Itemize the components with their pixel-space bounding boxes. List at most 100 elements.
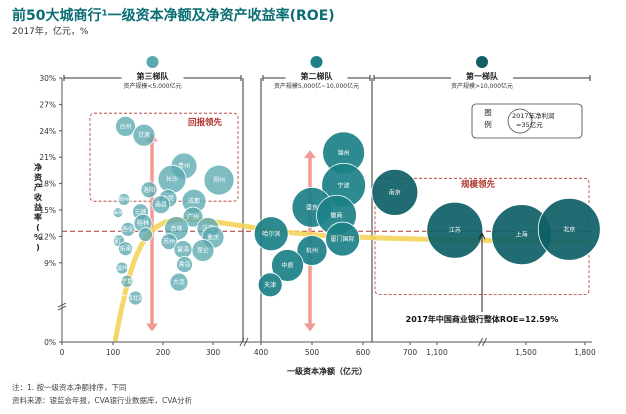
bubble [117, 193, 131, 206]
x-axis-break [243, 337, 249, 347]
y-axis-title-char: 净 [34, 162, 42, 172]
bubble-label: 洛阳 [143, 186, 155, 194]
bubble [115, 116, 136, 137]
axis-layer: 0% 9% 12% 15% 18% 21% 24% 27% 30% 0 100 200 300 400 50… [34, 56, 596, 376]
x-tick-label: 1,500 [515, 348, 537, 357]
bubble [120, 274, 134, 288]
bubble-label: 成都 [188, 197, 200, 205]
x-tick-label: 400 [254, 348, 269, 357]
y-tick-label: 18% [39, 180, 56, 189]
bubble [118, 241, 133, 257]
bubble-label: 郑州 [213, 176, 225, 184]
bubble [182, 206, 204, 228]
y-axis-title-char: % [34, 233, 42, 242]
bubble-label: 西安 [122, 225, 134, 233]
bubble-label: 苏州 [163, 238, 175, 246]
bubble [169, 272, 189, 292]
bubble-label: 三峡 [134, 208, 146, 216]
legend-title-char: 例 [484, 119, 492, 129]
tier-subtitle: 资产规模>10,000亿元 [451, 82, 513, 90]
y-axis-title: 净资产收益率(%) [34, 162, 42, 252]
bubble-label: 柳州 [118, 195, 130, 203]
y-axis-title-char: 产 [34, 182, 42, 192]
tier-label-bg [121, 70, 184, 92]
legend-title: 图例 [484, 108, 492, 129]
y-axis-break [57, 302, 67, 308]
bubble-label: 南京 [389, 188, 401, 196]
bubble-label: 桂林 [137, 219, 149, 227]
bubble [140, 181, 158, 199]
y-tick-label: 21% [39, 153, 56, 162]
bubble [253, 216, 289, 252]
x-tick-label: 200 [156, 348, 171, 357]
bubble-label: 甘肃 [138, 131, 150, 139]
legend-text: 2017年净利润=35亿元 [512, 111, 555, 129]
bubble [132, 123, 156, 147]
y-axis-title-char: 率 [34, 212, 42, 222]
bubble [203, 164, 235, 196]
tier-dot [146, 56, 159, 68]
y-axis-title-char: ( [36, 223, 40, 232]
legend-title-char: 图 [484, 108, 492, 117]
plot-frame [242, 78, 373, 342]
bubble [371, 168, 419, 216]
bubble-label: 锦州 [338, 149, 350, 157]
bubble-label: 昆仑 [197, 246, 209, 254]
y-axis-title-char: 收 [34, 192, 42, 202]
bubble-label: 温州 [116, 264, 128, 272]
roe-pointer-head [478, 232, 486, 240]
bubble-label: 重庆 [207, 233, 219, 241]
bubble-label: 中原 [282, 261, 294, 269]
bubble [271, 249, 304, 282]
bubble [112, 207, 124, 219]
scale-lead-label: 规模领先 [461, 179, 496, 190]
y-tick-label: 30% [39, 74, 56, 83]
x-axis-break [482, 337, 487, 347]
bubble [426, 201, 484, 259]
bubble-label: 盛京 [306, 203, 318, 211]
chart-title: 前50大城商行¹一级资本净额及净资产收益率(ROE) [12, 8, 335, 24]
legend-text-line: 2017年净利润 [512, 111, 555, 120]
bubble-label: 杭州 [306, 246, 318, 254]
roe-reference-label: 2017年中国商业银行整体ROE=12.59% [406, 314, 559, 324]
tier-title: 第二梯队 [301, 71, 334, 81]
tier-label-bg [451, 70, 513, 92]
x-axis-break [478, 337, 483, 347]
tier2-arrow-head-up [304, 150, 316, 159]
bubble [151, 195, 171, 215]
y-axis-break [57, 305, 67, 311]
bubble-label: 上海 [516, 231, 528, 239]
bubble-label: 吉林 [170, 224, 182, 232]
bubble-label: 厦门国际 [331, 235, 355, 243]
y-tick-label: 24% [39, 127, 56, 136]
bubble [120, 221, 136, 237]
x-tick-label: 100 [106, 348, 121, 357]
tier-dot [310, 56, 323, 68]
bubble [160, 233, 178, 251]
tier-title: 第三梯队 [137, 71, 170, 81]
x-axis-break [239, 337, 245, 347]
bubble-label: 威海商业 [106, 209, 130, 217]
bubble-label: 台州 [119, 122, 131, 130]
bubble [325, 221, 361, 257]
legend-text-line: =35亿元 [516, 120, 543, 129]
tier-dot [476, 56, 488, 68]
x-tick-label: 600 [356, 348, 371, 357]
bubble-label: 天津 [264, 282, 276, 289]
bubble [257, 272, 283, 298]
bubble-label: 厦门 [113, 237, 125, 245]
bubble-layer: 台州甘肃贵州长沙郑州洛阳成都东莞柳州南昌威海商业三峡广州桂林吉林西安江西重庆厦门… [106, 116, 601, 306]
source-note: 资料来源：银监会年报，CVA银行业数据库，CVA分析 [12, 396, 193, 405]
footnote: 注：1. 按一级资本净额排序，下同 [12, 383, 127, 392]
x-tick-label: 0 [60, 348, 65, 357]
bubble-label: 广州 [187, 213, 199, 221]
tier-title: 第一梯队 [466, 71, 499, 81]
bubble-label: 广东南粤 [113, 245, 137, 253]
bubble [176, 256, 193, 273]
y-tick-label: 27% [39, 100, 56, 109]
tier-subtitle: 资产规模<5,000亿元 [123, 82, 181, 90]
y-tick-label: 9% [44, 259, 56, 268]
y-axis-title-char: 益 [34, 202, 42, 212]
